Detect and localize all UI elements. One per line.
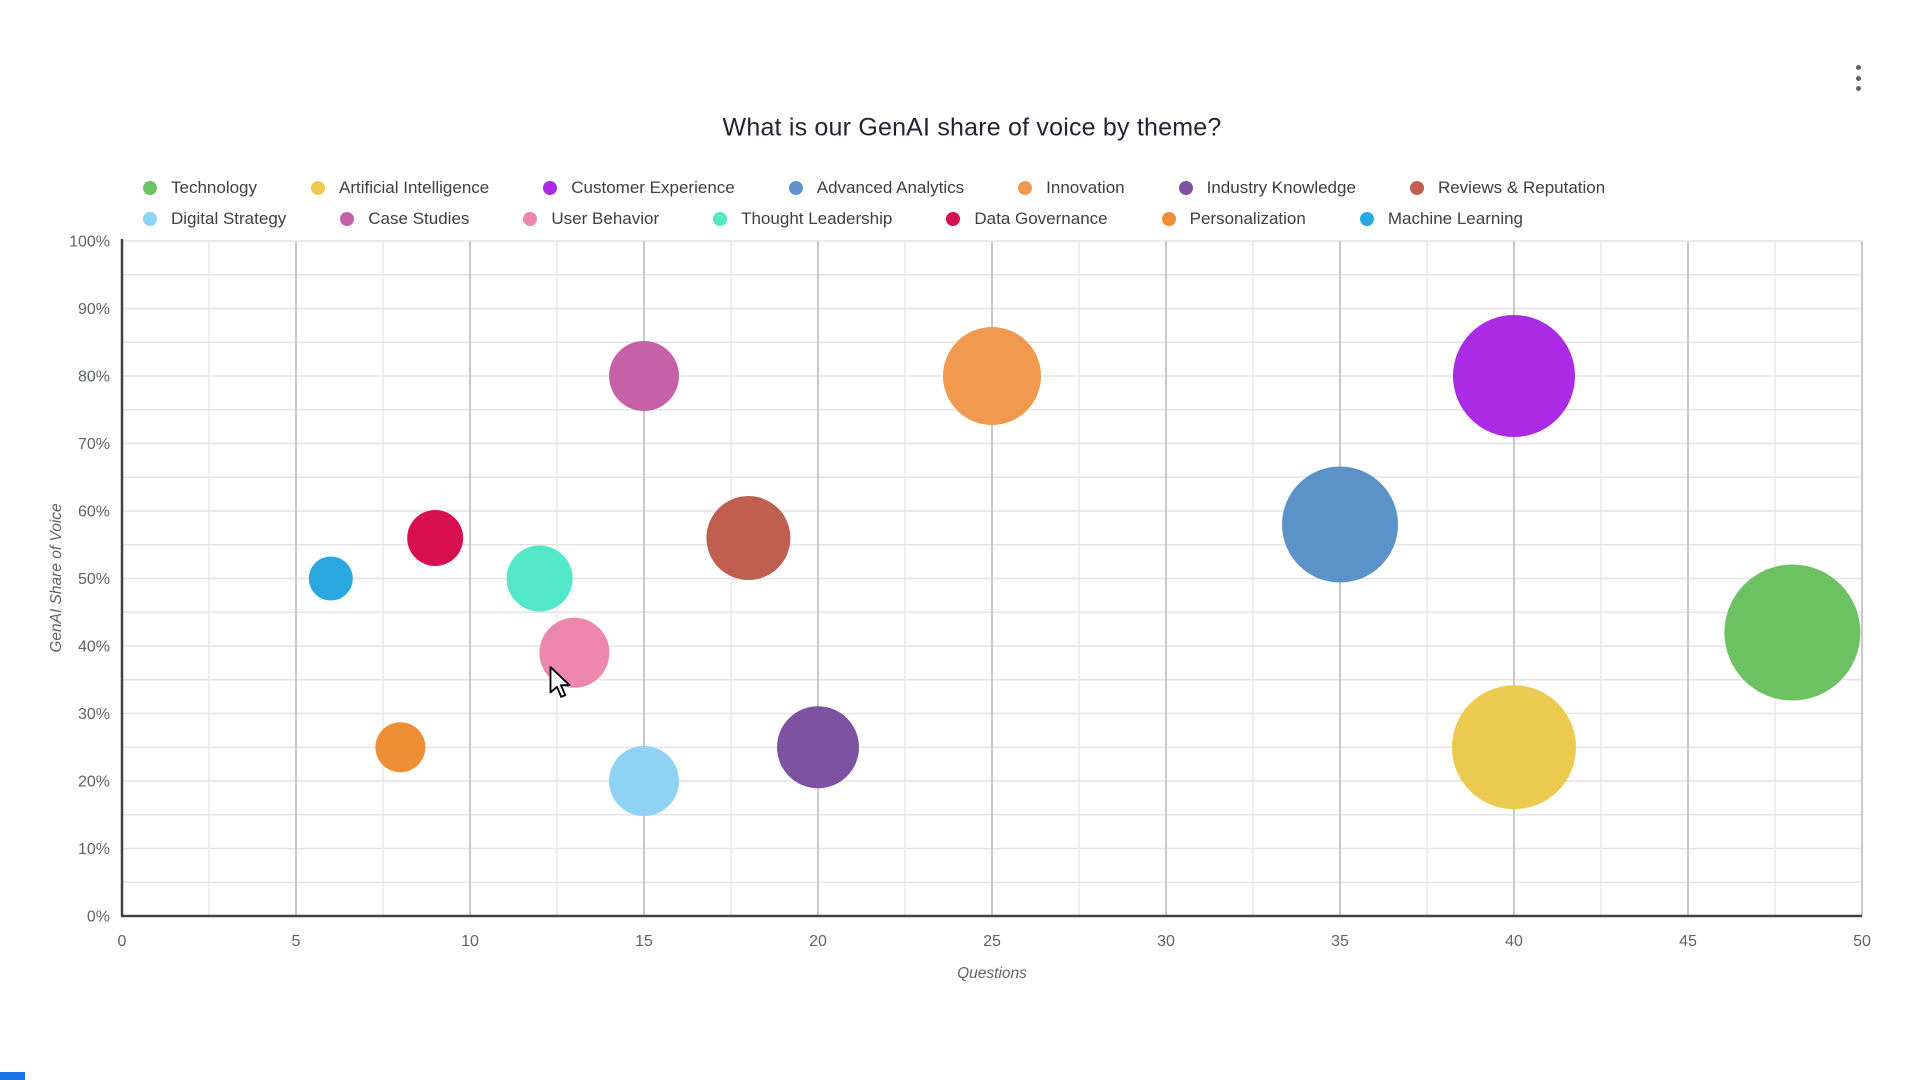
legend-color-dot	[1161, 212, 1176, 226]
legend-color-dot	[523, 212, 538, 226]
chart-title: What is our GenAI share of voice by them…	[722, 113, 1222, 142]
bubble-user-behavior[interactable]	[539, 617, 610, 688]
legend-label: Artificial Intelligence	[339, 178, 490, 197]
y-tick-label: 70%	[78, 436, 110, 453]
legend-item-customer-experience[interactable]: Customer Experience	[543, 178, 735, 198]
legend-item-reviews-reputation[interactable]: Reviews & Reputation	[1409, 178, 1606, 198]
legend-item-machine-learning[interactable]: Machine Learning	[1359, 209, 1524, 229]
y-tick-label: 0%	[87, 909, 110, 926]
kebab-dot	[1855, 86, 1861, 91]
kebab-dot	[1855, 75, 1861, 81]
legend-color-dot	[340, 212, 355, 226]
bubble-customer-experience[interactable]	[1453, 315, 1575, 437]
bubble-personalization[interactable]	[375, 722, 426, 773]
x-tick-label: 30	[1157, 933, 1175, 950]
legend-item-technology[interactable]: Technology	[143, 178, 257, 198]
y-tick-label: 100%	[69, 234, 110, 251]
bubble-machine-learning[interactable]	[308, 556, 353, 601]
bubble-reviews-reputation[interactable]	[706, 496, 791, 580]
x-tick-label: 15	[635, 933, 653, 950]
kebab-menu-button[interactable]	[1841, 58, 1875, 98]
legend-label: Industry Knowledge	[1206, 178, 1356, 197]
video-progress-strip	[0, 1072, 25, 1080]
x-tick-label: 40	[1505, 933, 1523, 950]
y-tick-label: 40%	[78, 639, 110, 656]
legend-item-thought-leadership[interactable]: Thought Leadership	[713, 209, 892, 229]
legend-label: Case Studies	[368, 209, 470, 228]
legend-color-dot	[143, 181, 157, 195]
y-tick-label: 30%	[78, 706, 110, 723]
legend-label: Advanced Analytics	[816, 178, 965, 197]
bubble-innovation[interactable]	[943, 327, 1041, 425]
bubble-advanced-analytics[interactable]	[1282, 466, 1398, 583]
legend-label: Customer Experience	[571, 178, 735, 197]
legend-label: User Behavior	[551, 209, 660, 228]
x-tick-label: 5	[292, 933, 301, 950]
legend-color-dot	[143, 212, 157, 226]
legend-color-dot	[1018, 181, 1033, 195]
legend-label: Technology	[171, 178, 258, 197]
legend-label: Data Governance	[974, 209, 1108, 228]
bubble-industry-knowledge[interactable]	[777, 706, 859, 789]
x-tick-label: 35	[1331, 933, 1349, 950]
legend-item-personalization[interactable]: Personalization	[1161, 209, 1306, 229]
y-tick-label: 50%	[78, 571, 110, 588]
legend-label: Personalization	[1189, 209, 1306, 228]
bubble-artificial-intelligence[interactable]	[1452, 685, 1576, 810]
x-tick-label: 25	[983, 933, 1001, 950]
legend-item-industry-knowledge[interactable]: Industry Knowledge	[1178, 178, 1356, 198]
legend-item-user-behavior[interactable]: User Behavior	[523, 209, 659, 229]
y-tick-label: 60%	[78, 504, 110, 521]
legend-item-artificial-intelligence[interactable]: Artificial Intelligence	[311, 178, 489, 198]
x-tick-label: 45	[1679, 933, 1697, 950]
y-tick-label: 80%	[78, 369, 110, 386]
legend-item-innovation[interactable]: Innovation	[1018, 178, 1125, 198]
legend-item-case-studies[interactable]: Case Studies	[340, 209, 469, 229]
legend-label: Thought Leadership	[741, 209, 893, 228]
bubble-technology[interactable]	[1724, 564, 1861, 701]
y-axis-title: GenAI Share of Voice	[48, 503, 65, 653]
legend-color-dot	[543, 181, 558, 195]
y-tick-label: 90%	[78, 301, 110, 318]
legend-row-1: Technology Artificial Intelligence Custome…	[143, 176, 1605, 200]
legend-color-dot	[713, 212, 728, 226]
bubble-data-governance[interactable]	[407, 510, 464, 566]
legend-label: Digital Strategy	[171, 209, 287, 228]
bubble-digital-strategy[interactable]	[609, 746, 679, 816]
legend-row-2: Digital Strategy Case Studies User Behavio…	[143, 207, 1605, 231]
legend-color-dot	[788, 181, 803, 195]
legend-color-dot	[946, 212, 961, 226]
legend-color-dot	[1359, 212, 1374, 226]
legend-color-dot	[311, 181, 326, 195]
x-tick-label: 10	[461, 933, 479, 950]
x-tick-label: 20	[809, 933, 827, 950]
legend-color-dot	[1178, 181, 1193, 195]
x-axis-title: Questions	[957, 965, 1027, 982]
chart-legend: Technology Artificial Intelligence Custome…	[143, 176, 1605, 231]
kebab-dot	[1855, 65, 1861, 70]
legend-item-data-governance[interactable]: Data Governance	[946, 209, 1108, 229]
y-tick-label: 10%	[78, 841, 110, 858]
legend-color-dot	[1409, 181, 1424, 195]
legend-item-digital-strategy[interactable]: Digital Strategy	[143, 209, 286, 229]
y-tick-label: 20%	[78, 774, 110, 791]
bubble-thought-leadership[interactable]	[506, 545, 573, 612]
legend-label: Reviews & Reputation	[1437, 178, 1606, 197]
x-tick-label: 50	[1853, 933, 1871, 950]
legend-item-advanced-analytics[interactable]: Advanced Analytics	[788, 178, 965, 198]
legend-label: Machine Learning	[1387, 209, 1524, 228]
x-tick-label: 0	[118, 933, 127, 950]
legend-label: Innovation	[1046, 178, 1125, 197]
bubble-case-studies[interactable]	[609, 341, 679, 411]
